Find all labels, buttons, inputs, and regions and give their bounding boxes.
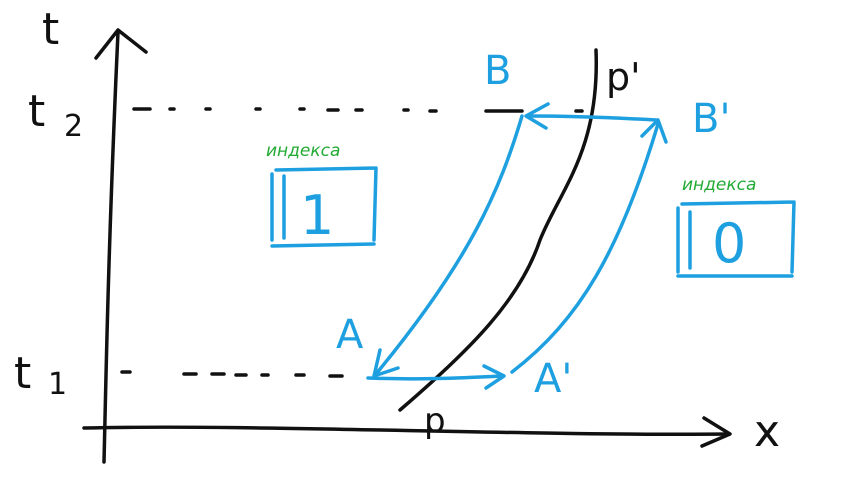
left-index-caption: индекса [266, 141, 340, 161]
right-box-outline [676, 200, 796, 278]
x-axis-line [82, 425, 730, 436]
arrow-b-to-a [374, 114, 524, 376]
point-a-label: A [336, 312, 364, 358]
right-index-box [676, 200, 796, 278]
arrow-a-prime-to-b-prime-head [640, 118, 668, 144]
left-index-value: 1 [300, 184, 334, 247]
arrow-b-to-a-head [372, 348, 400, 378]
arrow-b-prime-to-b-head [524, 102, 550, 130]
t2-subscript: 2 [64, 109, 83, 144]
right-index-caption: индекса [682, 175, 756, 195]
axes [82, 28, 732, 464]
curve-p-label: p [424, 401, 446, 441]
arrow-a-prime-to-b-prime [510, 122, 660, 374]
point-b-label: B [484, 48, 511, 94]
right-index-value: 0 [712, 212, 746, 275]
t1-dotted-line [120, 370, 344, 378]
arrow-b-prime-to-b [526, 114, 658, 122]
arrow-a-to-a-prime-head [482, 364, 506, 390]
arrow-a-to-a-prime [366, 374, 504, 381]
x-axis-arrowhead [700, 416, 732, 448]
point-b-prime-label: B' [692, 96, 730, 142]
t-axis-line [102, 30, 120, 464]
time-levels [120, 107, 584, 378]
t2-dotted-line [132, 107, 584, 113]
curve-p-prime-label: p' [606, 55, 641, 99]
left-index-box [270, 166, 378, 248]
t2-label: t [28, 86, 45, 137]
t-axis-label: t [42, 4, 59, 55]
t1-label: t [14, 348, 31, 399]
worldline-p [398, 48, 598, 412]
t-axis-arrowhead [94, 28, 148, 60]
t1-subscript: 1 [48, 367, 67, 402]
left-box-outline [270, 166, 378, 248]
transport-arrows [366, 102, 668, 390]
point-a-prime-label: A' [534, 356, 572, 402]
x-axis-label: x [754, 406, 780, 457]
